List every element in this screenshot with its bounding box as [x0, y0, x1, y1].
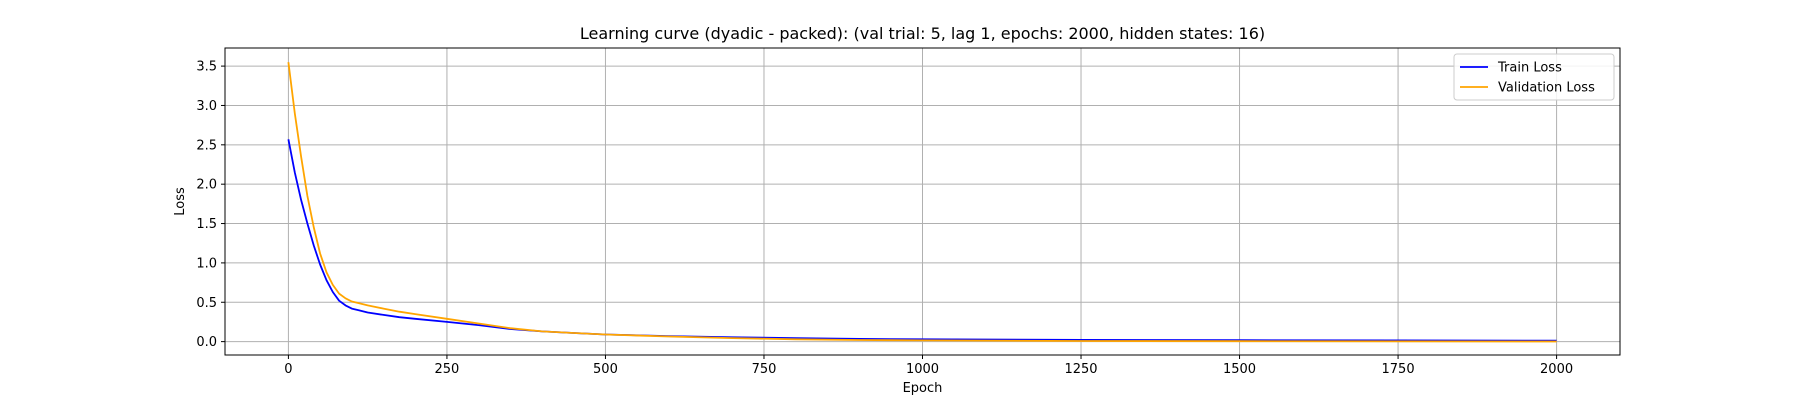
y-tick-label: 1.0	[196, 256, 217, 271]
x-tick-label: 500	[593, 362, 618, 377]
chart-title: Learning curve (dyadic - packed): (val t…	[580, 24, 1265, 43]
legend: Train Loss Validation Loss	[1453, 53, 1615, 101]
y-tick-label: 0.5	[196, 296, 217, 311]
x-axis-ticks: 0 250 500 750 1000 1250 1500 1750 2000	[284, 355, 1573, 377]
legend-label-train-loss: Train Loss	[1497, 61, 1562, 76]
y-axis-label: Loss	[173, 187, 188, 216]
x-tick-label: 2000	[1540, 362, 1573, 377]
legend-box	[1453, 53, 1615, 101]
grid-lines	[225, 48, 1620, 355]
series-lines	[287, 62, 1557, 343]
y-tick-label: 0.0	[196, 335, 217, 350]
y-tick-label: 1.5	[196, 217, 217, 232]
y-tick-label: 2.0	[196, 178, 217, 193]
x-tick-label: 250	[435, 362, 460, 377]
validation-loss-line	[287, 62, 1557, 343]
x-tick-label: 750	[752, 362, 777, 377]
y-tick-label: 2.5	[196, 138, 217, 153]
legend-label-validation-loss: Validation Loss	[1498, 81, 1595, 96]
train-loss-line	[287, 139, 1557, 342]
x-tick-label: 1000	[906, 362, 939, 377]
y-tick-label: 3.0	[196, 99, 217, 114]
x-tick-label: 0	[284, 362, 292, 377]
x-tick-label: 1250	[1064, 362, 1097, 377]
y-axis-ticks: 0.0 0.5 1.0 1.5 2.0 2.5 3.0 3.5	[196, 60, 225, 350]
y-tick-label: 3.5	[196, 60, 217, 75]
x-tick-label: 1750	[1382, 362, 1415, 377]
x-axis-label: Epoch	[903, 381, 943, 396]
x-tick-label: 1500	[1223, 362, 1256, 377]
